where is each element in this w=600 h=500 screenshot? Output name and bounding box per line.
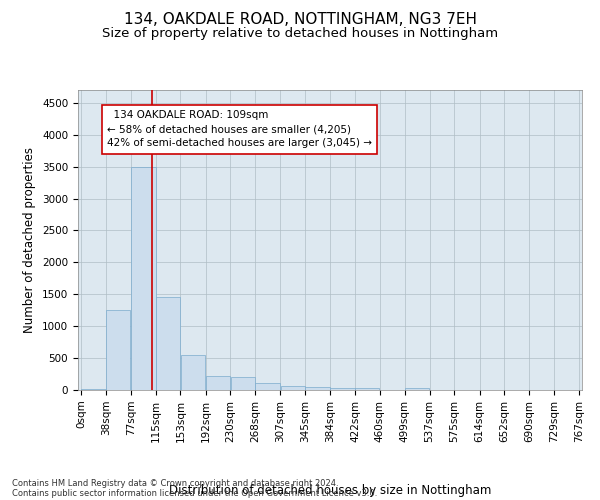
Bar	[331, 388, 355, 390]
Bar	[230, 376, 255, 390]
Bar	[255, 383, 280, 390]
Bar	[206, 376, 230, 390]
Bar	[106, 310, 130, 390]
Bar	[355, 388, 379, 390]
Bar	[281, 386, 305, 390]
Bar	[181, 355, 205, 390]
Text: 134 OAKDALE ROAD: 109sqm
← 58% of detached houses are smaller (4,205)
42% of sem: 134 OAKDALE ROAD: 109sqm ← 58% of detach…	[107, 110, 372, 148]
Bar	[156, 298, 181, 390]
Y-axis label: Number of detached properties: Number of detached properties	[23, 147, 37, 333]
Text: Contains public sector information licensed under the Open Government Licence v3: Contains public sector information licen…	[12, 488, 377, 498]
Text: Size of property relative to detached houses in Nottingham: Size of property relative to detached ho…	[102, 28, 498, 40]
Bar	[405, 388, 430, 390]
Text: 134, OAKDALE ROAD, NOTTINGHAM, NG3 7EH: 134, OAKDALE ROAD, NOTTINGHAM, NG3 7EH	[124, 12, 476, 28]
Text: Contains HM Land Registry data © Crown copyright and database right 2024.: Contains HM Land Registry data © Crown c…	[12, 478, 338, 488]
Bar	[305, 387, 329, 390]
Bar	[131, 166, 156, 390]
X-axis label: Distribution of detached houses by size in Nottingham: Distribution of detached houses by size …	[169, 484, 491, 496]
Bar	[82, 388, 106, 390]
